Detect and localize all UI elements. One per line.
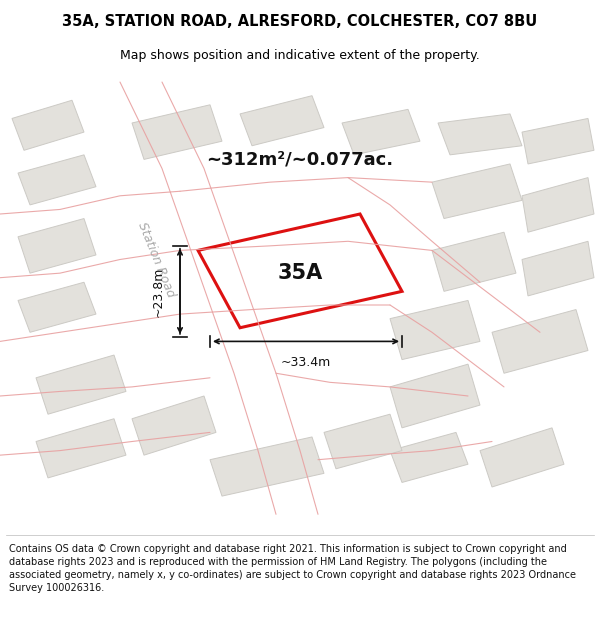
Text: ~312m²/~0.077ac.: ~312m²/~0.077ac.: [206, 151, 394, 168]
Polygon shape: [438, 114, 522, 155]
Polygon shape: [12, 100, 84, 150]
Polygon shape: [432, 164, 522, 219]
Polygon shape: [522, 119, 594, 164]
Polygon shape: [342, 109, 420, 155]
Polygon shape: [522, 241, 594, 296]
Polygon shape: [18, 155, 96, 205]
Polygon shape: [36, 419, 126, 478]
Text: ~23.8m: ~23.8m: [152, 266, 165, 316]
Polygon shape: [18, 219, 96, 273]
Text: Station Road: Station Road: [135, 220, 177, 299]
Polygon shape: [480, 428, 564, 487]
Polygon shape: [390, 301, 480, 359]
Polygon shape: [324, 414, 402, 469]
Polygon shape: [36, 355, 126, 414]
Polygon shape: [492, 309, 588, 373]
Polygon shape: [132, 105, 222, 159]
Polygon shape: [390, 432, 468, 482]
Polygon shape: [390, 364, 480, 428]
Polygon shape: [522, 177, 594, 232]
Polygon shape: [210, 437, 324, 496]
Text: ~33.4m: ~33.4m: [281, 356, 331, 369]
Text: Contains OS data © Crown copyright and database right 2021. This information is : Contains OS data © Crown copyright and d…: [9, 544, 576, 593]
Polygon shape: [240, 96, 324, 146]
Text: 35A: 35A: [277, 263, 323, 283]
Text: Map shows position and indicative extent of the property.: Map shows position and indicative extent…: [120, 49, 480, 62]
Polygon shape: [432, 232, 516, 291]
Text: 35A, STATION ROAD, ALRESFORD, COLCHESTER, CO7 8BU: 35A, STATION ROAD, ALRESFORD, COLCHESTER…: [62, 14, 538, 29]
Polygon shape: [132, 396, 216, 455]
Polygon shape: [18, 282, 96, 332]
